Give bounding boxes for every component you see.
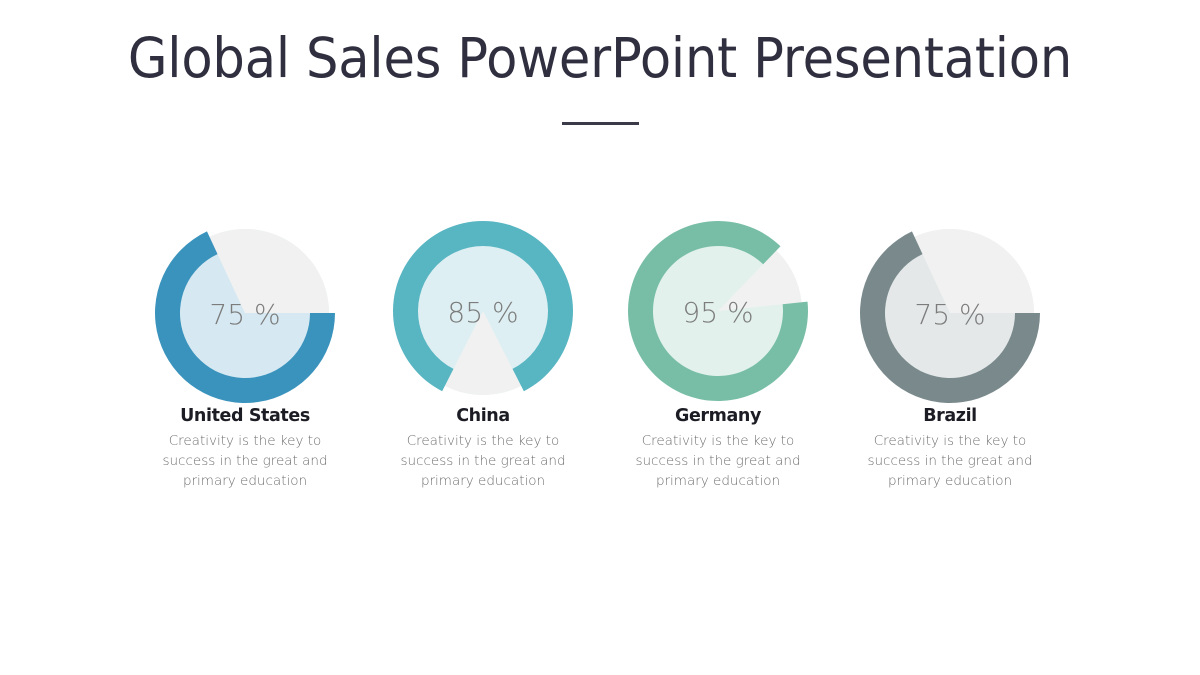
donut-remainder-wedge: [444, 311, 522, 395]
donut-chart-united-states: [155, 229, 335, 403]
donut-chart-germany: [628, 221, 808, 401]
description-line: success in the great and: [162, 453, 328, 469]
country-name: Brazil: [923, 406, 977, 426]
title-divider: [562, 122, 639, 125]
donut-chart-brazil: [860, 229, 1040, 403]
description-line: success in the great and: [400, 453, 566, 469]
country-description: Creativity is the key to success in the …: [125, 431, 365, 491]
description-line: success in the great and: [867, 453, 1033, 469]
description-line: Creativity is the key to: [168, 433, 322, 449]
donut-chart-china: [392, 220, 573, 395]
slide-title: Global Sales PowerPoint Presentation: [127, 26, 1073, 90]
country-name: United States: [180, 406, 310, 426]
description-line: Creativity is the key to: [873, 433, 1027, 449]
percent-label: 95 %: [682, 296, 754, 329]
percent-label: 75 %: [209, 298, 281, 331]
description-line: Creativity is the key to: [641, 433, 795, 449]
percent-label: 85 %: [447, 296, 519, 329]
country-description: Creativity is the key to success in the …: [598, 431, 838, 491]
description-line: primary education: [182, 473, 308, 489]
country-name: China: [456, 406, 510, 426]
donut-remainder-wedge: [914, 229, 1034, 313]
percent-label: 75 %: [914, 298, 986, 331]
description-line: success in the great and: [635, 453, 801, 469]
donut-progress-arc: [392, 220, 573, 392]
country-description: Creativity is the key to success in the …: [363, 431, 603, 491]
description-line: primary education: [420, 473, 546, 489]
description-line: Creativity is the key to: [406, 433, 560, 449]
donut-progress-arc: [860, 231, 1040, 403]
donut-progress-arc: [155, 231, 335, 403]
description-line: primary education: [887, 473, 1013, 489]
country-description: Creativity is the key to success in the …: [830, 431, 1070, 491]
country-name: Germany: [675, 406, 761, 426]
donut-remainder-wedge: [209, 229, 329, 313]
description-line: primary education: [655, 473, 781, 489]
donut-remainder-wedge: [718, 250, 802, 311]
